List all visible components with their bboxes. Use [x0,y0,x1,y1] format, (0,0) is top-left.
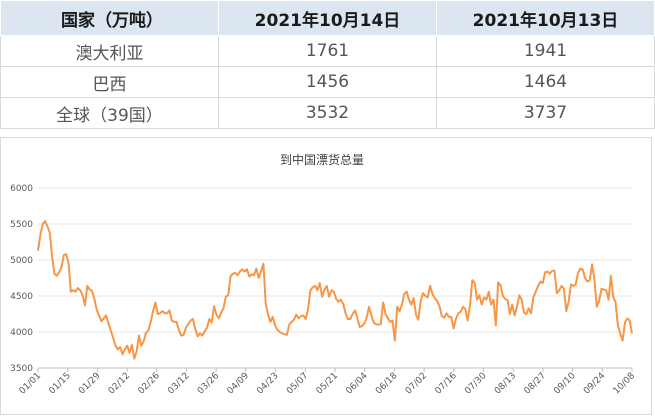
header-country: 国家（万吨） [0,0,219,36]
x-axis-ticks: 01/01 01/15 01/29 02/12 02/26 03/12 03/26 04/09… [18,368,638,397]
cell-country: 澳大利亚 [0,35,219,67]
cell-value: 3737 [436,97,655,129]
x-tick-label: 01/01 [18,371,43,396]
y-tick-label: 6000 [10,184,33,194]
cell-value: 1456 [218,66,437,98]
table-row: 巴西 1456 1464 [0,66,655,98]
cell-value: 1464 [436,66,655,98]
x-tick-label: 09/24 [582,371,608,397]
x-tick-label: 07/02 [404,371,429,396]
table-header-row: 国家（万吨） 2021年10月14日 2021年10月13日 [0,0,655,36]
y-tick-label: 5500 [10,220,33,230]
chart-title: 到中国漂货总量 [280,152,364,167]
x-tick-label: 01/29 [77,371,103,397]
x-tick-label: 03/26 [196,371,222,397]
cell-value: 1941 [436,35,655,67]
table-row: 澳大利亚 1761 1941 [0,35,655,67]
x-tick-label: 05/21 [315,371,340,396]
table-row: 全球（39国） 3532 3737 [0,97,655,129]
cell-country: 巴西 [0,66,219,98]
x-tick-label: 03/12 [166,371,191,396]
x-tick-label: 02/26 [137,371,163,397]
cell-country: 全球（39国） [0,97,219,129]
y-tick-label: 4500 [10,292,33,302]
data-table: 国家（万吨） 2021年10月14日 2021年10月13日 澳大利亚 1761… [0,0,655,129]
y-tick-label: 5000 [10,256,33,266]
x-tick-label: 09/10 [552,371,578,397]
series-line [37,220,633,360]
header-date-2: 2021年10月13日 [436,0,655,36]
x-tick-label: 01/15 [47,371,72,396]
x-tick-label: 02/12 [107,371,132,396]
x-tick-label: 05/07 [285,371,310,396]
x-tick-label: 04/23 [255,371,280,396]
cell-value: 3532 [218,97,437,129]
x-tick-label: 06/04 [344,371,370,397]
y-axis-ticks: 3500 4000 4500 5000 5500 6000 [10,184,33,374]
x-tick-label: 06/18 [374,371,400,397]
y-tick-label: 3500 [10,364,33,374]
x-tick-label: 10/08 [612,371,638,397]
x-tick-label: 07/16 [434,371,460,397]
y-tick-label: 4000 [10,328,33,338]
x-tick-label: 04/09 [226,371,252,397]
x-tick-label: 08/27 [523,371,548,396]
x-tick-label: 07/30 [463,371,489,397]
x-tick-label: 08/13 [493,371,518,396]
